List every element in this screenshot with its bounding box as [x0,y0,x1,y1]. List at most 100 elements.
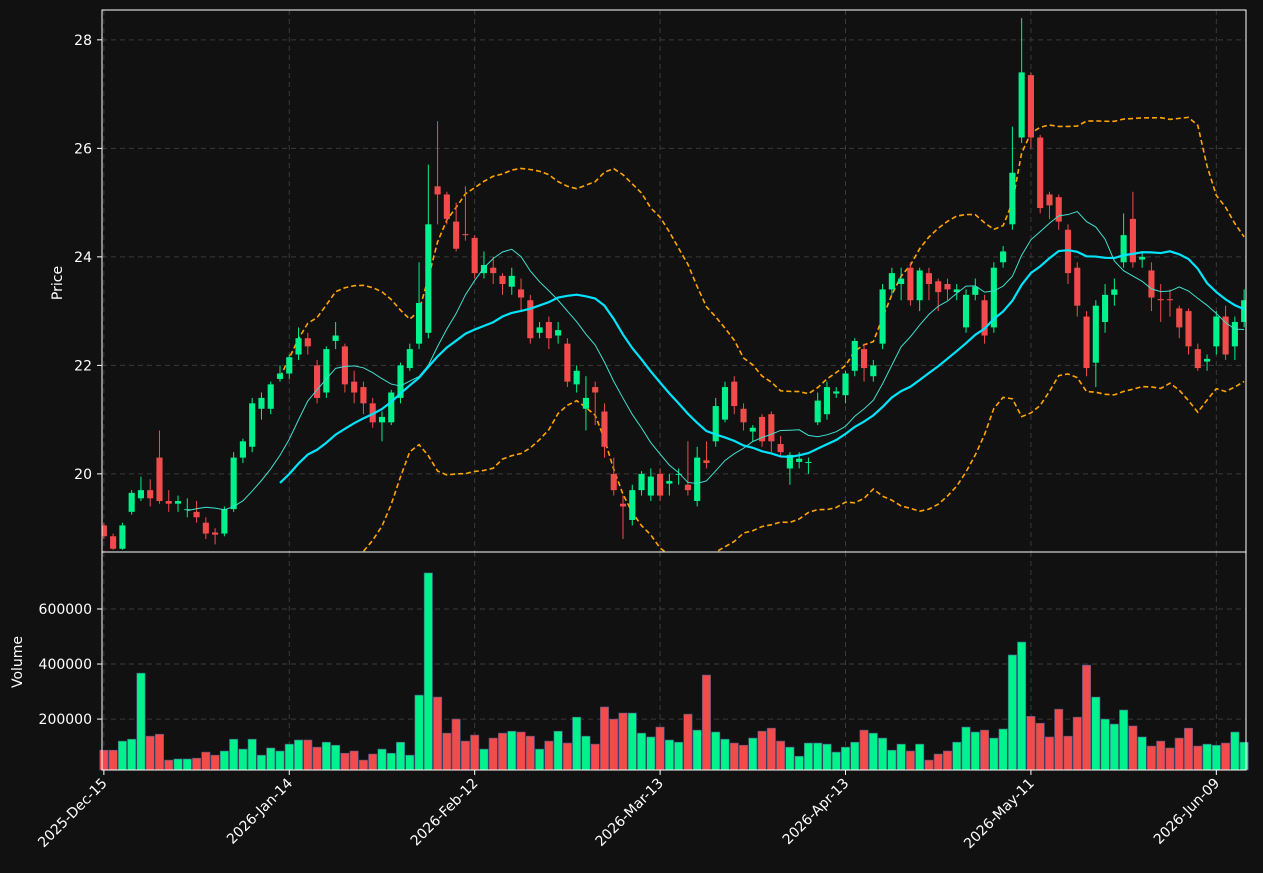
candle-body [740,408,747,423]
volume-bar [803,742,813,771]
candle-body [749,427,756,432]
grid [102,10,1246,770]
y-axis-label: Price [50,266,66,300]
candle-body [870,365,877,377]
candle-body [508,275,515,287]
candle-body [110,536,117,549]
candle-body [925,273,933,284]
volume-bar [201,751,211,771]
volume-axis-label: Volume [10,636,26,688]
volume-bar [1128,725,1138,771]
volume-bar [470,734,480,771]
bollinger-upper [279,116,1245,395]
volume-bar [961,726,971,771]
volume-bar [859,729,869,771]
volume-bar [266,747,276,771]
volume-bar [1109,723,1119,771]
candle-body [137,490,144,499]
candle-body [314,365,321,398]
volume-bar [303,739,313,771]
candle-body [833,391,840,394]
volume-bar [192,757,202,771]
candle-body [1083,316,1090,369]
volume-bar [646,736,656,771]
candle-body [981,300,988,336]
candle-body [786,454,793,469]
candle-body [694,457,701,502]
candle-body [1009,172,1016,225]
volume-bar [1239,741,1249,771]
volume-frame [101,551,1247,771]
volume-bar [442,732,452,771]
volume-bar [618,712,628,771]
volume-bar [664,739,674,771]
candle-body [415,302,423,344]
candle-body [601,411,608,447]
bollinger-lower [361,373,1245,552]
volume-bar [247,738,257,771]
volume-bar [386,752,396,771]
volume-bar [1007,654,1017,771]
volume-bar [692,729,702,771]
candle-body [582,397,589,409]
volume-bar [182,758,192,771]
candle-body [119,525,126,549]
candle-body [128,492,135,512]
candle-body [573,370,580,385]
volume-bar [785,746,795,771]
candle-body [1213,316,1220,347]
volume-bar [1017,641,1027,771]
candle-body [295,338,302,355]
candle-body [1000,251,1007,263]
candle-body [1241,300,1246,322]
candle-body [388,392,395,423]
candle-body [276,373,284,379]
candle-body [610,473,617,491]
volume-bar [479,748,489,771]
candle-body [721,387,729,420]
volume-bar [368,753,378,771]
volume-bar [433,696,443,771]
candle-body [1064,229,1072,274]
candle-body [499,275,506,284]
volume-bar [831,751,841,771]
candle-body [1018,72,1025,138]
candle-body [990,267,997,328]
candle-body [768,414,775,442]
volume-bar [498,732,507,771]
candle-body [258,397,265,409]
candle-body [777,444,784,453]
volume-bar [683,713,693,771]
volume-bar [1082,664,1092,771]
volume-bar [757,730,767,771]
candle-body [703,460,710,464]
volume-bar [887,749,897,771]
volume-bar [1026,716,1036,771]
volume-bar [414,694,424,771]
volume-bar [1174,737,1184,771]
volume-bar [1146,745,1156,771]
volume-bar [423,572,433,771]
candle-body [332,335,339,341]
candle-body [796,458,803,462]
candle-body [564,343,571,382]
volume-bar [850,741,860,771]
volume-bar [136,672,146,771]
candle-body [1176,308,1183,328]
candle-body [759,416,766,442]
y-tick-label: 22 [74,358,92,374]
candle-body [202,522,209,534]
volume-bar [219,750,229,771]
volume-bar [581,735,591,771]
y-tick-label: 28 [74,33,92,49]
volume-bar [377,748,387,771]
candle-body [935,281,942,293]
volume-bar [841,746,850,771]
volume-bar [896,743,906,771]
volume-bar [238,748,248,771]
volume-bar [535,748,545,771]
candle-body [805,461,812,464]
candle-body [1037,137,1044,209]
volume-bar [210,754,220,771]
